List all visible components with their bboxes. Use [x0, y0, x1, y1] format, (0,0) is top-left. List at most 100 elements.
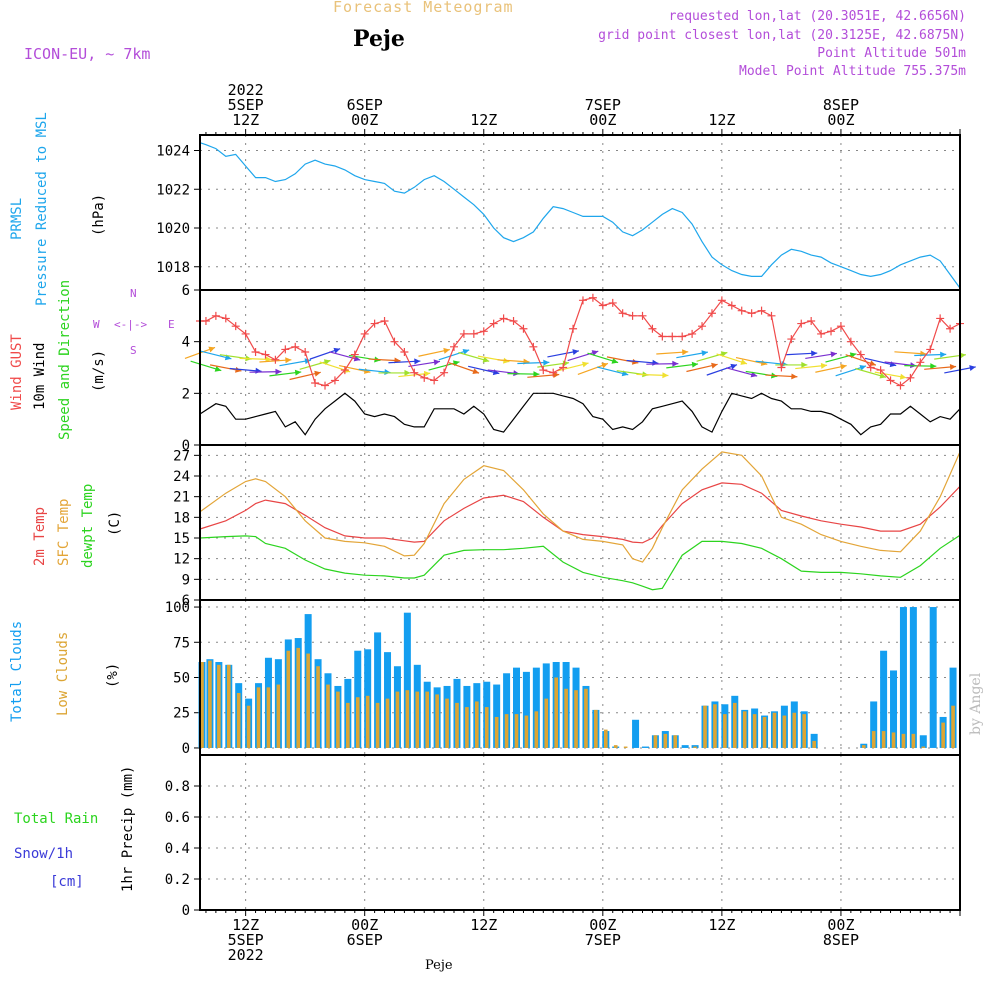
low-cloud-bar: [365, 695, 370, 748]
wind-direction-arrow: [924, 364, 957, 371]
low-cloud-bar: [266, 687, 271, 748]
wind-direction-arrow: [835, 364, 867, 377]
low-cloud-bar: [375, 702, 380, 748]
compass-west: W: [93, 318, 100, 331]
wind-direction-arrow: [656, 349, 689, 356]
wind-arrow-head: [208, 346, 216, 353]
gust-marker: [459, 329, 468, 338]
gust-marker: [678, 332, 687, 341]
wind-arrow-head: [672, 360, 679, 367]
low-cloud-bar: [802, 714, 807, 748]
wind-arrow-head: [543, 359, 550, 366]
wind-direction-arrow: [517, 359, 550, 366]
wind-direction-arrow: [805, 351, 837, 360]
low-cloud-bar: [762, 716, 767, 748]
y-tick-label: 27: [173, 448, 190, 464]
low-cloud-bar: [693, 746, 697, 748]
y-tick-label: 1020: [156, 221, 190, 237]
wind-direction-arrow: [408, 359, 441, 368]
total-cloud-bar: [632, 719, 640, 748]
wind-arrow-head: [940, 351, 947, 358]
point-altitude: Point Altitude 501m: [817, 46, 966, 61]
gust-marker: [916, 358, 925, 367]
temp-2m-label: 2m Temp: [32, 506, 48, 566]
y-tick-label: 0: [182, 903, 190, 919]
low-cloud-bar: [673, 735, 678, 748]
low-cloud-bar: [574, 690, 578, 748]
wind-arrow-head: [899, 373, 907, 380]
wind-direction-arrow: [388, 358, 421, 365]
gust-marker: [539, 366, 548, 375]
wind-arrow-head: [482, 356, 490, 363]
wind-arrow-head: [652, 359, 659, 366]
total-cloud-bar: [493, 684, 501, 748]
total-cloud-bar: [880, 650, 888, 748]
y-tick-label: 21: [173, 490, 190, 506]
wind-panel: 0 2 4 6: [182, 283, 976, 454]
wind-arrow-head: [472, 368, 480, 375]
gust-marker: [231, 322, 240, 331]
wind-direction-arrow: [855, 367, 887, 379]
wind-direction-arrow: [636, 372, 669, 379]
wind-direction-arrow: [676, 350, 708, 359]
low-cloud-bar: [881, 731, 886, 748]
total-cloud-bar: [899, 607, 907, 748]
top-axis-label: 00Z: [827, 111, 854, 129]
wind-direction-arrow: [309, 347, 341, 360]
low-cloud-bar: [415, 691, 420, 748]
gust-marker: [698, 322, 707, 331]
low-cloud-bar: [385, 698, 390, 748]
gust-marker: [836, 322, 845, 331]
gust-marker: [390, 337, 399, 346]
series-line-dewpt-temp: [199, 534, 961, 591]
wind-direction-arrow: [706, 363, 738, 376]
wind-direction-arrow: [438, 348, 470, 361]
gust-marker: [370, 319, 379, 328]
low-cloud-bar: [455, 702, 459, 748]
y-tick-label: 24: [173, 469, 190, 485]
bottom-axis-label: 7SEP: [585, 931, 621, 949]
temp-dewpt-label: dewpt Temp: [80, 483, 96, 568]
bottom-axis-label: 5SEP: [228, 931, 264, 949]
gust-marker: [221, 314, 230, 323]
credit-label: by Angel: [968, 672, 984, 735]
y-tick-label: 4: [182, 335, 190, 351]
low-cloud-bar: [346, 702, 350, 748]
top-axis-label: 00Z: [589, 111, 616, 129]
wind-direction-arrow: [468, 365, 500, 376]
wind-direction-arrow: [914, 351, 947, 358]
gust-marker: [211, 311, 220, 320]
series-line-sfc-temp: [199, 451, 961, 563]
low-cloud-bar: [871, 731, 876, 748]
y-tick-label: 0.8: [165, 779, 190, 795]
wind-direction-arrow: [547, 349, 579, 358]
top-axis-label: 00Z: [351, 111, 378, 129]
total-cloud-bar: [503, 673, 511, 748]
bottom-axis-label: 12Z: [708, 916, 735, 934]
top-axis-label: 5SEP: [228, 96, 264, 114]
series-line-2m-temp: [199, 482, 961, 544]
gust-marker: [658, 332, 667, 341]
pressure-msl-label: Pressure Reduced to MSL: [34, 112, 50, 306]
wind-arrow-head: [462, 348, 470, 355]
wind-arrow-head: [801, 361, 808, 368]
low-cloud-bar: [544, 698, 549, 748]
low-cloud-bar: [246, 705, 251, 748]
wind-arrow-head: [740, 359, 748, 365]
wind-direction-arrow: [458, 351, 490, 363]
low-cloud-bar: [703, 705, 707, 748]
gust-marker: [787, 335, 796, 344]
total-cloud-bar: [403, 612, 411, 748]
y-tick-label: 18: [173, 510, 190, 526]
footer-station: Peje: [425, 958, 453, 973]
wind-direction-arrow: [815, 363, 847, 373]
temp-sfc-label: SFC Temp: [56, 498, 72, 566]
wind-arrow-head: [682, 349, 689, 356]
wind-arrow-head: [959, 352, 966, 359]
gust-marker: [340, 366, 349, 375]
gust-marker: [638, 311, 647, 320]
total-cloud-bar: [641, 746, 649, 748]
y-tick-label: 0: [182, 438, 190, 454]
gust-marker: [618, 309, 627, 318]
